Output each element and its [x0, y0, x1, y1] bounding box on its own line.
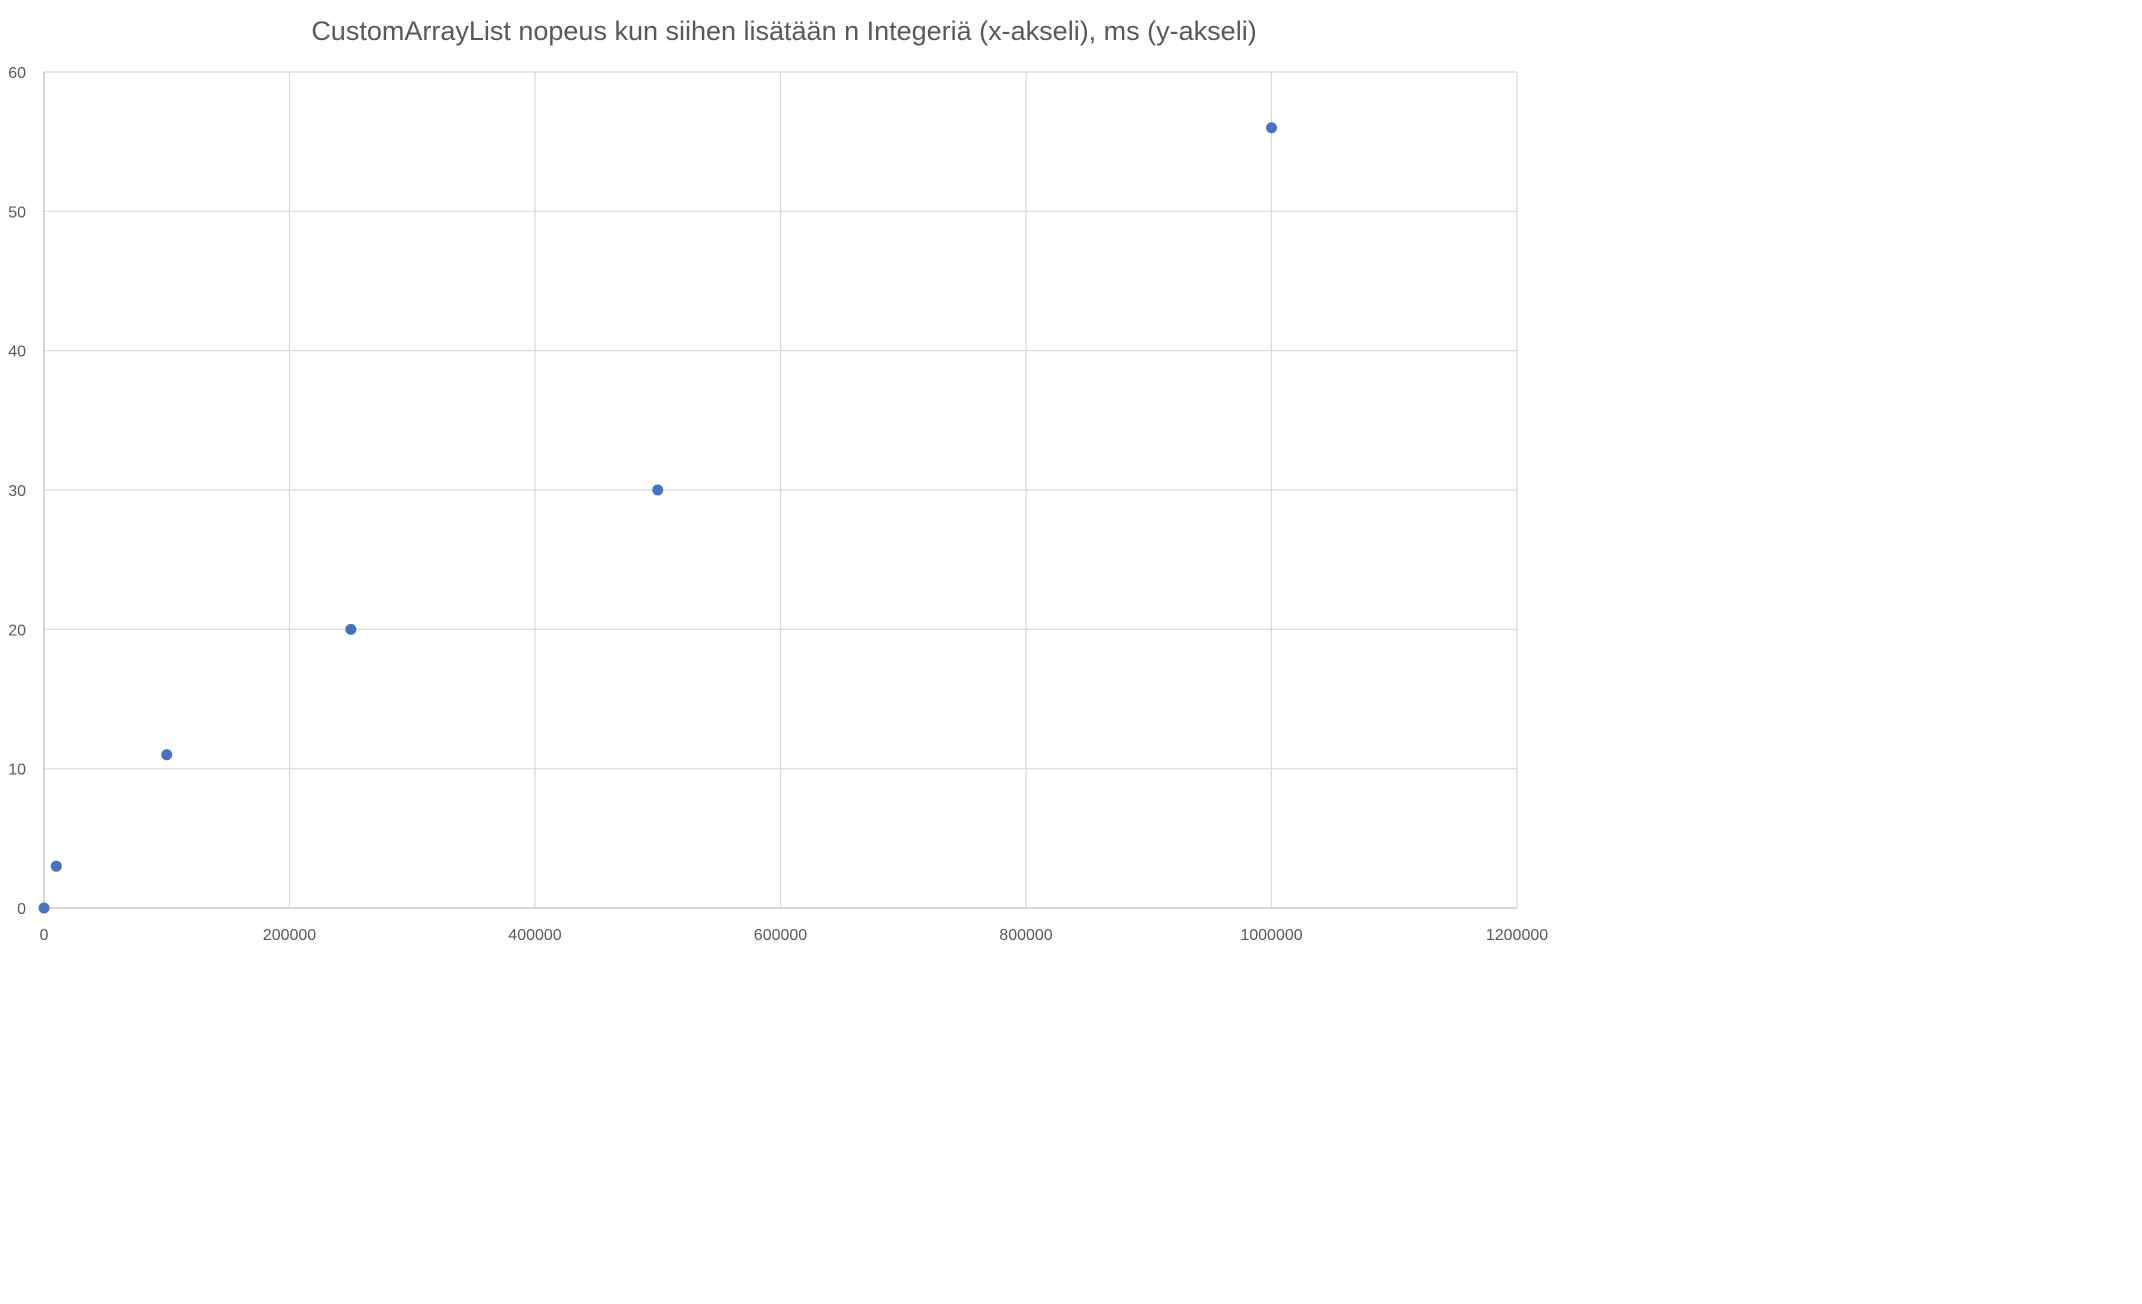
data-point: [1266, 122, 1277, 134]
y-tick-label: 0: [17, 901, 26, 918]
y-tick-label: 30: [8, 483, 26, 500]
y-tick-label: 20: [8, 622, 26, 639]
x-tick-label: 200000: [263, 927, 316, 944]
y-tick-label: 50: [8, 204, 26, 221]
data-points: [38, 122, 1277, 914]
x-tick-label: 800000: [999, 927, 1052, 944]
data-point: [161, 749, 173, 761]
x-tick-label: 0: [40, 927, 49, 944]
x-tick-label: 1000000: [1240, 927, 1302, 944]
data-point: [652, 484, 664, 496]
y-axis-ticks: 0 10 20 30 40 50 60: [8, 65, 26, 918]
x-tick-label: 400000: [508, 927, 561, 944]
data-point: [50, 860, 62, 872]
grid-lines: [43, 71, 1518, 909]
data-point: [38, 902, 50, 914]
y-tick-label: 40: [8, 344, 26, 361]
scatter-chart: CustomArrayList nopeus kun siihen lisätä…: [8, 16, 1549, 944]
data-point: [345, 623, 357, 635]
y-tick-label: 60: [8, 65, 26, 82]
chart-title: CustomArrayList nopeus kun siihen lisätä…: [311, 16, 1256, 46]
y-tick-label: 10: [8, 762, 26, 779]
x-tick-label: 1200000: [1486, 927, 1548, 944]
x-axis-ticks: 0 200000 400000 600000 800000 1000000 1200000: [40, 927, 1549, 944]
x-tick-label: 600000: [754, 927, 807, 944]
